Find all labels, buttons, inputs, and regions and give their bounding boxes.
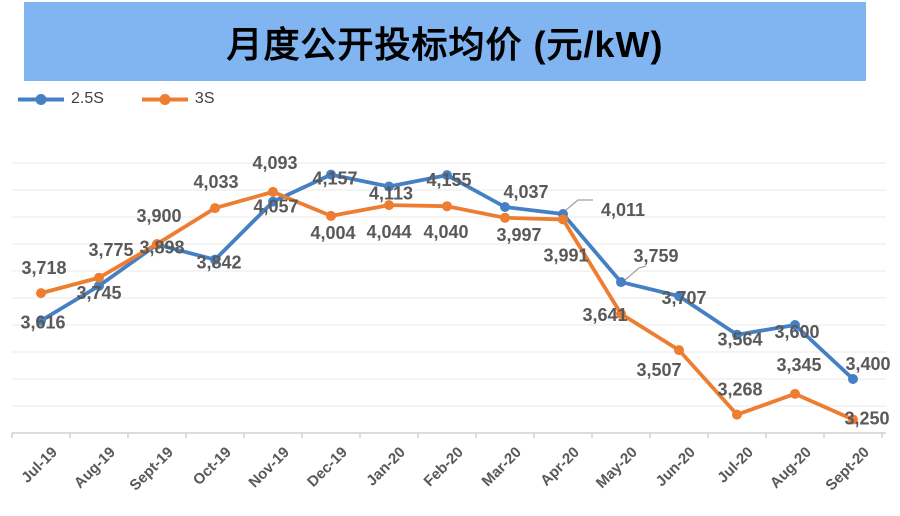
data-label-2.5S: 4,057 xyxy=(253,197,298,217)
data-label-2.5S: 4,037 xyxy=(503,182,548,202)
legend-label: 3S xyxy=(194,90,215,107)
data-point-3S xyxy=(848,414,858,425)
x-axis-label: Sept-19 xyxy=(126,444,176,494)
data-point-2.5S xyxy=(268,196,278,207)
x-axis-label: Jan-20 xyxy=(363,444,409,490)
data-label-2.5S: 4,157 xyxy=(312,169,357,189)
data-label-2.5S: 4,155 xyxy=(426,170,471,190)
data-point-2.5S xyxy=(500,202,510,213)
data-point-3S xyxy=(790,388,800,399)
data-label-3S: 3,641 xyxy=(582,305,627,325)
x-axis-label: Sept-20 xyxy=(822,444,872,494)
x-axis-label: Jun-20 xyxy=(653,444,699,490)
data-label-3S: 3,718 xyxy=(21,258,66,278)
x-axis-label: Nov-19 xyxy=(245,444,292,491)
data-point-3S xyxy=(94,272,104,283)
data-label-2.5S: 4,113 xyxy=(369,183,413,203)
data-point-3S xyxy=(384,200,394,211)
legend-line-marker-swatch xyxy=(141,93,188,105)
data-label-2.5S: 3,564 xyxy=(717,330,762,350)
data-label-3S: 4,044 xyxy=(366,222,411,242)
data-label-2.5S: 3,707 xyxy=(661,288,706,308)
data-label-2.5S: 3,600 xyxy=(774,322,819,342)
data-label-3S: 3,345 xyxy=(776,355,821,375)
x-axis-label: Oct-19 xyxy=(190,444,235,489)
data-point-2.5S xyxy=(616,277,626,288)
data-point-3S xyxy=(558,214,568,225)
data-point-3S xyxy=(500,212,510,223)
data-point-3S xyxy=(616,308,626,319)
data-point-3S xyxy=(674,345,684,356)
data-label-2.5S: 4,011 xyxy=(601,200,645,220)
x-axis-label: Aug-20 xyxy=(767,444,815,492)
data-label-2.5S: 3,400 xyxy=(845,354,890,374)
data-label-2.5S: 3,745 xyxy=(76,283,121,303)
data-point-3S xyxy=(36,288,46,299)
legend-item-2-5s: 2.5S xyxy=(18,90,104,108)
x-axis-label: Mar-20 xyxy=(479,444,525,490)
data-label-3S: 4,004 xyxy=(310,223,355,243)
chart-title: 月度公开投标均价 (元/kW) xyxy=(226,23,664,65)
data-label-3S: 3,900 xyxy=(136,206,181,226)
data-point-2.5S xyxy=(442,170,452,181)
data-label-3S: 3,997 xyxy=(496,225,541,245)
data-point-3S xyxy=(210,203,220,214)
x-axis-label: Dec-19 xyxy=(304,444,351,491)
data-point-2.5S xyxy=(210,254,220,265)
data-point-2.5S xyxy=(790,320,800,330)
data-label-3S: 4,040 xyxy=(423,222,468,242)
x-axis-label: Aug-19 xyxy=(71,444,119,492)
data-label-3S: 3,507 xyxy=(636,360,681,380)
legend-line-marker-swatch xyxy=(18,93,64,105)
legend-item-3s: 3S xyxy=(141,90,215,108)
data-point-3S xyxy=(732,409,742,420)
data-label-3S: 3,775 xyxy=(88,240,133,260)
x-axis-label: Apr-20 xyxy=(537,444,583,490)
data-label-2.5S: 3,898 xyxy=(139,238,184,258)
data-point-3S xyxy=(268,186,278,197)
title-banner: 月度公开投标均价 (元/kW) xyxy=(24,2,866,81)
data-label-leader-line xyxy=(624,265,647,281)
data-label-leader-line xyxy=(565,199,593,211)
x-axis-label: Jul-20 xyxy=(714,444,757,487)
data-label-3S: 3,250 xyxy=(844,409,889,429)
data-point-3S xyxy=(326,210,336,221)
data-label-2.5S: 3,759 xyxy=(633,246,678,266)
data-label-3S: 3,268 xyxy=(717,380,762,400)
legend-label: 2.5S xyxy=(71,90,104,107)
x-axis-label: Feb-20 xyxy=(421,444,467,490)
data-label-3S: 4,033 xyxy=(193,172,238,192)
chart-legend: 2.5S 3S xyxy=(18,90,215,108)
data-point-2.5S xyxy=(326,169,336,180)
data-point-2.5S xyxy=(384,181,394,192)
data-point-2.5S xyxy=(36,315,46,326)
data-point-2.5S xyxy=(848,374,858,384)
data-label-2.5S: 3,842 xyxy=(196,253,241,273)
data-point-2.5S xyxy=(732,329,742,340)
data-point-2.5S xyxy=(674,291,684,302)
data-point-3S xyxy=(152,239,162,249)
data-label-3S: 3,991 xyxy=(543,245,588,265)
x-axis-label: May-20 xyxy=(593,444,641,492)
x-axis-label: Jul-19 xyxy=(18,444,61,487)
data-label-3S: 4,093 xyxy=(252,153,297,173)
data-point-2.5S xyxy=(94,280,104,291)
data-label-2.5S: 3,616 xyxy=(20,313,65,333)
data-point-3S xyxy=(442,201,452,212)
